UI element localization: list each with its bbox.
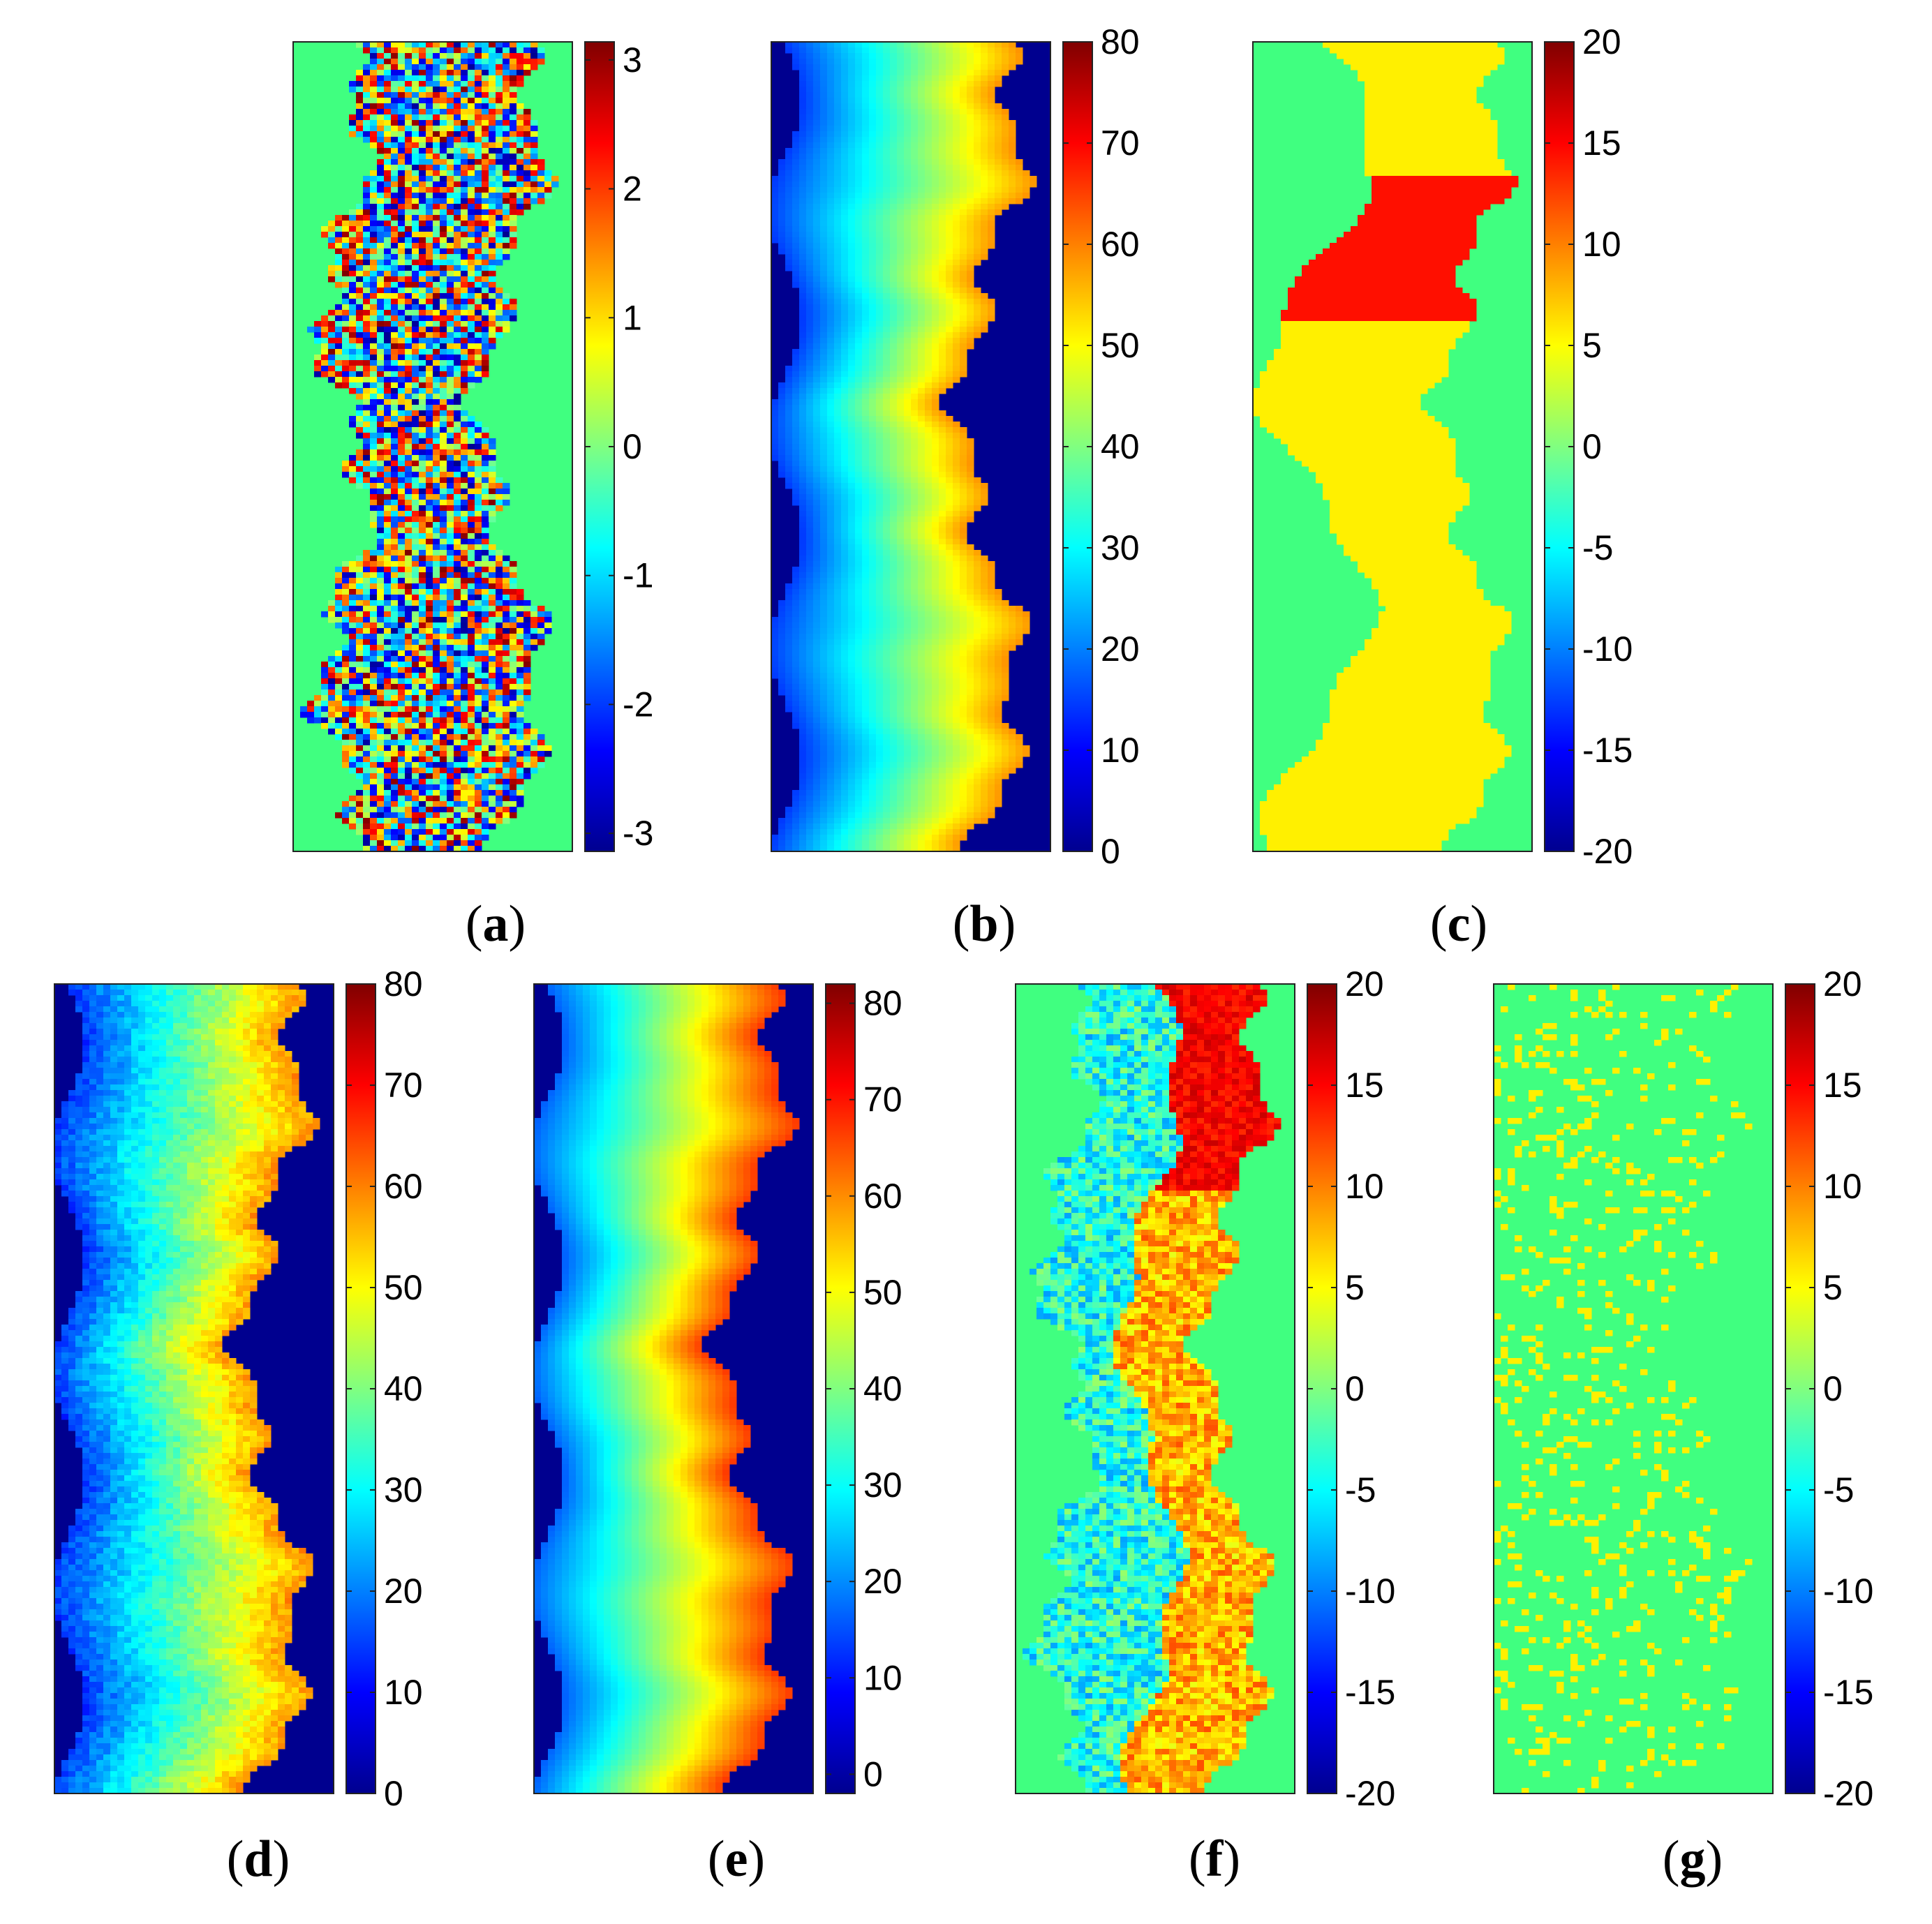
- caption-e: (e): [646, 1830, 827, 1889]
- colorbar-tick-label: 2: [623, 170, 642, 209]
- colorbar-tick-label: -5: [1345, 1470, 1376, 1509]
- colorbar-tick-label: 60: [863, 1177, 902, 1216]
- colorbar-tick-label: 0: [384, 1774, 403, 1813]
- colorbar-tick-label: 0: [1345, 1369, 1365, 1408]
- colorbar-tick-label: 5: [1823, 1268, 1843, 1307]
- colorbar-tick-label: 20: [1582, 22, 1621, 61]
- image-frame: [1015, 983, 1295, 1794]
- colorbar-tick-label: -3: [623, 814, 653, 853]
- panel-f: 20 15 10 5 0 -5 -10 -15 -20: [1015, 964, 1434, 1813]
- colorbar-tick-label: 30: [1101, 528, 1140, 567]
- colorbar-tick-label: 10: [1582, 225, 1621, 264]
- phase-map: 3 2 1 0 -1 -2 -3: [292, 40, 653, 853]
- colorbar-tick-label: 0: [1101, 832, 1120, 871]
- colorbar-tick-label: 20: [384, 1572, 423, 1611]
- colorbar-tick-label: 30: [863, 1466, 902, 1505]
- colorbar-tick-label: -15: [1345, 1673, 1395, 1712]
- height-map-noisy: 80 70 60 50 40 30 20 10 0: [54, 964, 423, 1813]
- colorbar-tick-label: 80: [384, 964, 423, 1004]
- colorbar-tick-label: 0: [863, 1754, 883, 1794]
- colorbar-tick-label: 15: [1582, 124, 1621, 163]
- colorbar-tick-label: -20: [1823, 1774, 1873, 1813]
- colorbar-tick-label: 40: [863, 1369, 902, 1408]
- colorbar-tick-label: -5: [1823, 1470, 1854, 1509]
- colorbar-tick-label: 70: [384, 1066, 423, 1105]
- colorbar-tick-label: 20: [1101, 629, 1140, 669]
- colorbar-tick-label: 3: [623, 40, 642, 80]
- image-area: [1252, 41, 1533, 852]
- colorbar-tick-label: 70: [1101, 124, 1140, 163]
- colorbar-tick-label: -20: [1345, 1774, 1395, 1813]
- colorbar-tick-label: 70: [863, 1080, 902, 1119]
- height-map-reconstructed: 80 70 60 50 40 30 20 10 0: [533, 983, 902, 1794]
- colorbar-tick-label: -1: [623, 556, 653, 595]
- colorbar-tick-label: 15: [1823, 1066, 1862, 1105]
- caption-d: (d): [168, 1830, 349, 1889]
- image-area: [1493, 983, 1774, 1794]
- image-area: [54, 983, 334, 1794]
- panel-a: 3 2 1 0 -1 -2 -3: [292, 38, 684, 862]
- colorbar-tick-label: -2: [623, 685, 653, 724]
- colorbar-tick-label: 10: [384, 1673, 423, 1712]
- image-frame: [533, 983, 814, 1794]
- colorbar-tick-label: 80: [1101, 22, 1140, 61]
- error-map: 20 15 10 5 0 -5 -10 -15 -20: [1252, 22, 1633, 871]
- panel-d: 80 70 60 50 40 30 20 10 0: [54, 964, 473, 1813]
- image-frame: [292, 41, 573, 852]
- colorbar-tick-label: 40: [1101, 427, 1140, 466]
- colorbar-tick-label: 5: [1345, 1268, 1365, 1307]
- panel-b: 80 70 60 50 40 30 20 10 0: [771, 22, 1190, 871]
- caption-b: (b): [893, 895, 1075, 954]
- colorbar-tick-label: -10: [1823, 1572, 1873, 1611]
- colorbar-tick-label: 15: [1345, 1066, 1384, 1105]
- colorbar-tick-label: 20: [863, 1562, 902, 1601]
- colorbar-tick-label: 10: [1823, 1167, 1862, 1206]
- colorbar-tick-label: -5: [1582, 528, 1613, 567]
- colorbar-tick-label: 50: [863, 1273, 902, 1312]
- image-area: [533, 983, 814, 1794]
- colorbar-tick-label: 5: [1582, 326, 1602, 365]
- colorbar-tick-label: 60: [1101, 225, 1140, 264]
- colorbar-tick-label: -15: [1582, 731, 1633, 770]
- colorbar-tick-label: -10: [1345, 1572, 1395, 1611]
- image-background: [1494, 984, 1773, 1794]
- caption-f: (f): [1124, 1830, 1305, 1889]
- colorbar-tick-label: 20: [1345, 964, 1384, 1004]
- colorbar-tick-label: 0: [1823, 1369, 1843, 1408]
- caption-g: (g): [1602, 1830, 1783, 1889]
- colorbar-tick-label: -20: [1582, 832, 1633, 871]
- colorbar-tick-label: 30: [384, 1470, 423, 1509]
- error-map-noisy: 20 15 10 5 0 -5 -10 -15 -20: [1015, 964, 1395, 1813]
- colorbar-tick-label: 10: [863, 1658, 902, 1697]
- image-area: [771, 41, 1051, 852]
- height-map: 80 70 60 50 40 30 20 10 0: [771, 22, 1140, 871]
- colorbar-tick-label: 10: [1345, 1167, 1384, 1206]
- colorbar-tick-label: 1: [623, 298, 642, 337]
- panel-g: 20 15 10 5 0 -5 -10 -15 -20: [1493, 964, 1912, 1813]
- image-frame: [1493, 983, 1774, 1794]
- panel-e: 80 70 60 50 40 30 20 10 0: [533, 980, 953, 1804]
- colorbar-tick-label: 80: [863, 984, 902, 1023]
- colorbar-tick-label: -10: [1582, 629, 1633, 669]
- colorbar-tick-label: 40: [384, 1369, 423, 1408]
- colorbar-tick-label: 20: [1823, 964, 1862, 1004]
- image-frame: [771, 41, 1051, 852]
- image-area: [292, 41, 573, 852]
- image-frame: [1252, 41, 1533, 852]
- colorbar-tick-label: 0: [1582, 427, 1602, 466]
- caption-a: (a): [405, 895, 586, 954]
- colorbar-tick-label: 10: [1101, 731, 1140, 770]
- colorbar-tick-label: 60: [384, 1167, 423, 1206]
- colorbar-tick-label: 50: [1101, 326, 1140, 365]
- colorbar-tick-label: -15: [1823, 1673, 1873, 1712]
- caption-c: (c): [1368, 895, 1550, 954]
- image-frame: [54, 983, 334, 1794]
- panel-c: 20 15 10 5 0 -5 -10 -15 -20: [1252, 22, 1672, 871]
- colorbar-tick-label: 50: [384, 1268, 423, 1307]
- image-area: [1015, 983, 1295, 1794]
- colorbar-tick-label: 0: [623, 427, 642, 466]
- error-map-small: 20 15 10 5 0 -5 -10 -15 -20: [1493, 964, 1873, 1813]
